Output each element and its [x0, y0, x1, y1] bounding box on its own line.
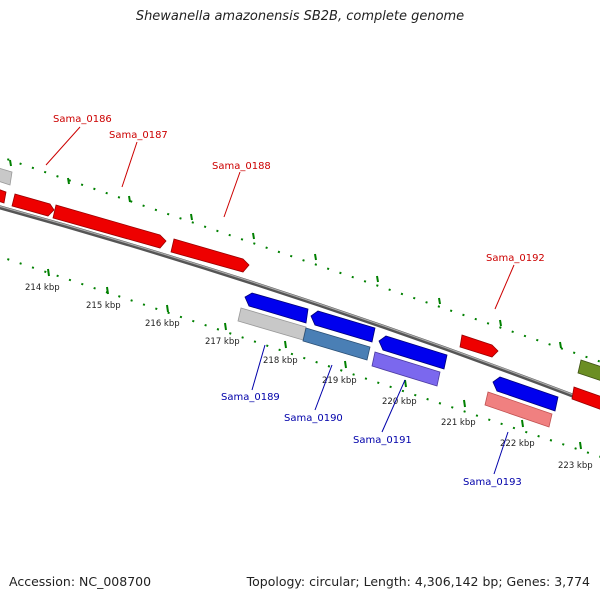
- gene-arrow[interactable]: [0, 167, 13, 186]
- scale-label: 214 kbp: [25, 283, 60, 293]
- gene-arrow[interactable]: [459, 334, 499, 358]
- scale-label: 218 kbp: [263, 356, 298, 366]
- gene-block[interactable]: [371, 351, 441, 387]
- gene-arrow[interactable]: [170, 238, 250, 273]
- gene-block[interactable]: [302, 327, 371, 361]
- map-title: Shewanella amazonensis SB2B, complete ge…: [135, 9, 465, 24]
- topology-text: Topology: circular; Length: 4,306,142 bp…: [246, 574, 590, 589]
- scale-label: 220 kbp: [382, 397, 417, 407]
- scale-label: 215 kbp: [86, 301, 121, 311]
- outer-tick-track: [0, 155, 600, 363]
- gene-label[interactable]: Sama_0191: [353, 435, 412, 446]
- gene-arrow[interactable]: [492, 376, 559, 412]
- gene-label[interactable]: Sama_0188: [212, 161, 271, 172]
- gene-arrow[interactable]: [577, 359, 600, 382]
- genome-backbone: [0, 205, 600, 409]
- gene-label[interactable]: Sama_0190: [284, 413, 343, 424]
- reverse-strand-genes: [237, 292, 559, 428]
- gene-block[interactable]: [484, 391, 553, 428]
- gene-arrow[interactable]: [11, 193, 55, 217]
- gene-arrow[interactable]: [310, 310, 376, 343]
- scale-label: 217 kbp: [205, 337, 240, 347]
- gene-arrow[interactable]: [378, 335, 448, 370]
- gene-label[interactable]: Sama_0192: [486, 253, 545, 264]
- gene-label[interactable]: Sama_0193: [463, 477, 522, 488]
- gene-arrow[interactable]: [0, 188, 7, 204]
- scale-label: 222 kbp: [500, 439, 535, 449]
- gene-arrow[interactable]: [52, 204, 167, 249]
- kbp-scale: 214 kbp 215 kbp 216 kbp 217 kbp 218 kbp …: [25, 283, 593, 471]
- forward-strand-genes: [0, 167, 600, 411]
- scale-label: 221 kbp: [441, 418, 476, 428]
- gene-arrow[interactable]: [244, 292, 309, 324]
- scale-label: 219 kbp: [322, 376, 357, 386]
- scale-label: 216 kbp: [145, 319, 180, 329]
- accession-text: Accession: NC_008700: [9, 574, 152, 589]
- gene-label[interactable]: Sama_0189: [221, 392, 280, 403]
- gene-label[interactable]: Sama_0187: [109, 130, 168, 141]
- scale-label: 223 kbp: [558, 461, 593, 471]
- gene-label[interactable]: Sama_0186: [53, 114, 112, 125]
- label-leaders: [45, 126, 515, 475]
- inner-tick-track: [0, 255, 600, 458]
- gene-arrow[interactable]: [571, 386, 600, 411]
- gene-labels: Sama_0186 Sama_0187 Sama_0188 Sama_0192 …: [53, 114, 545, 488]
